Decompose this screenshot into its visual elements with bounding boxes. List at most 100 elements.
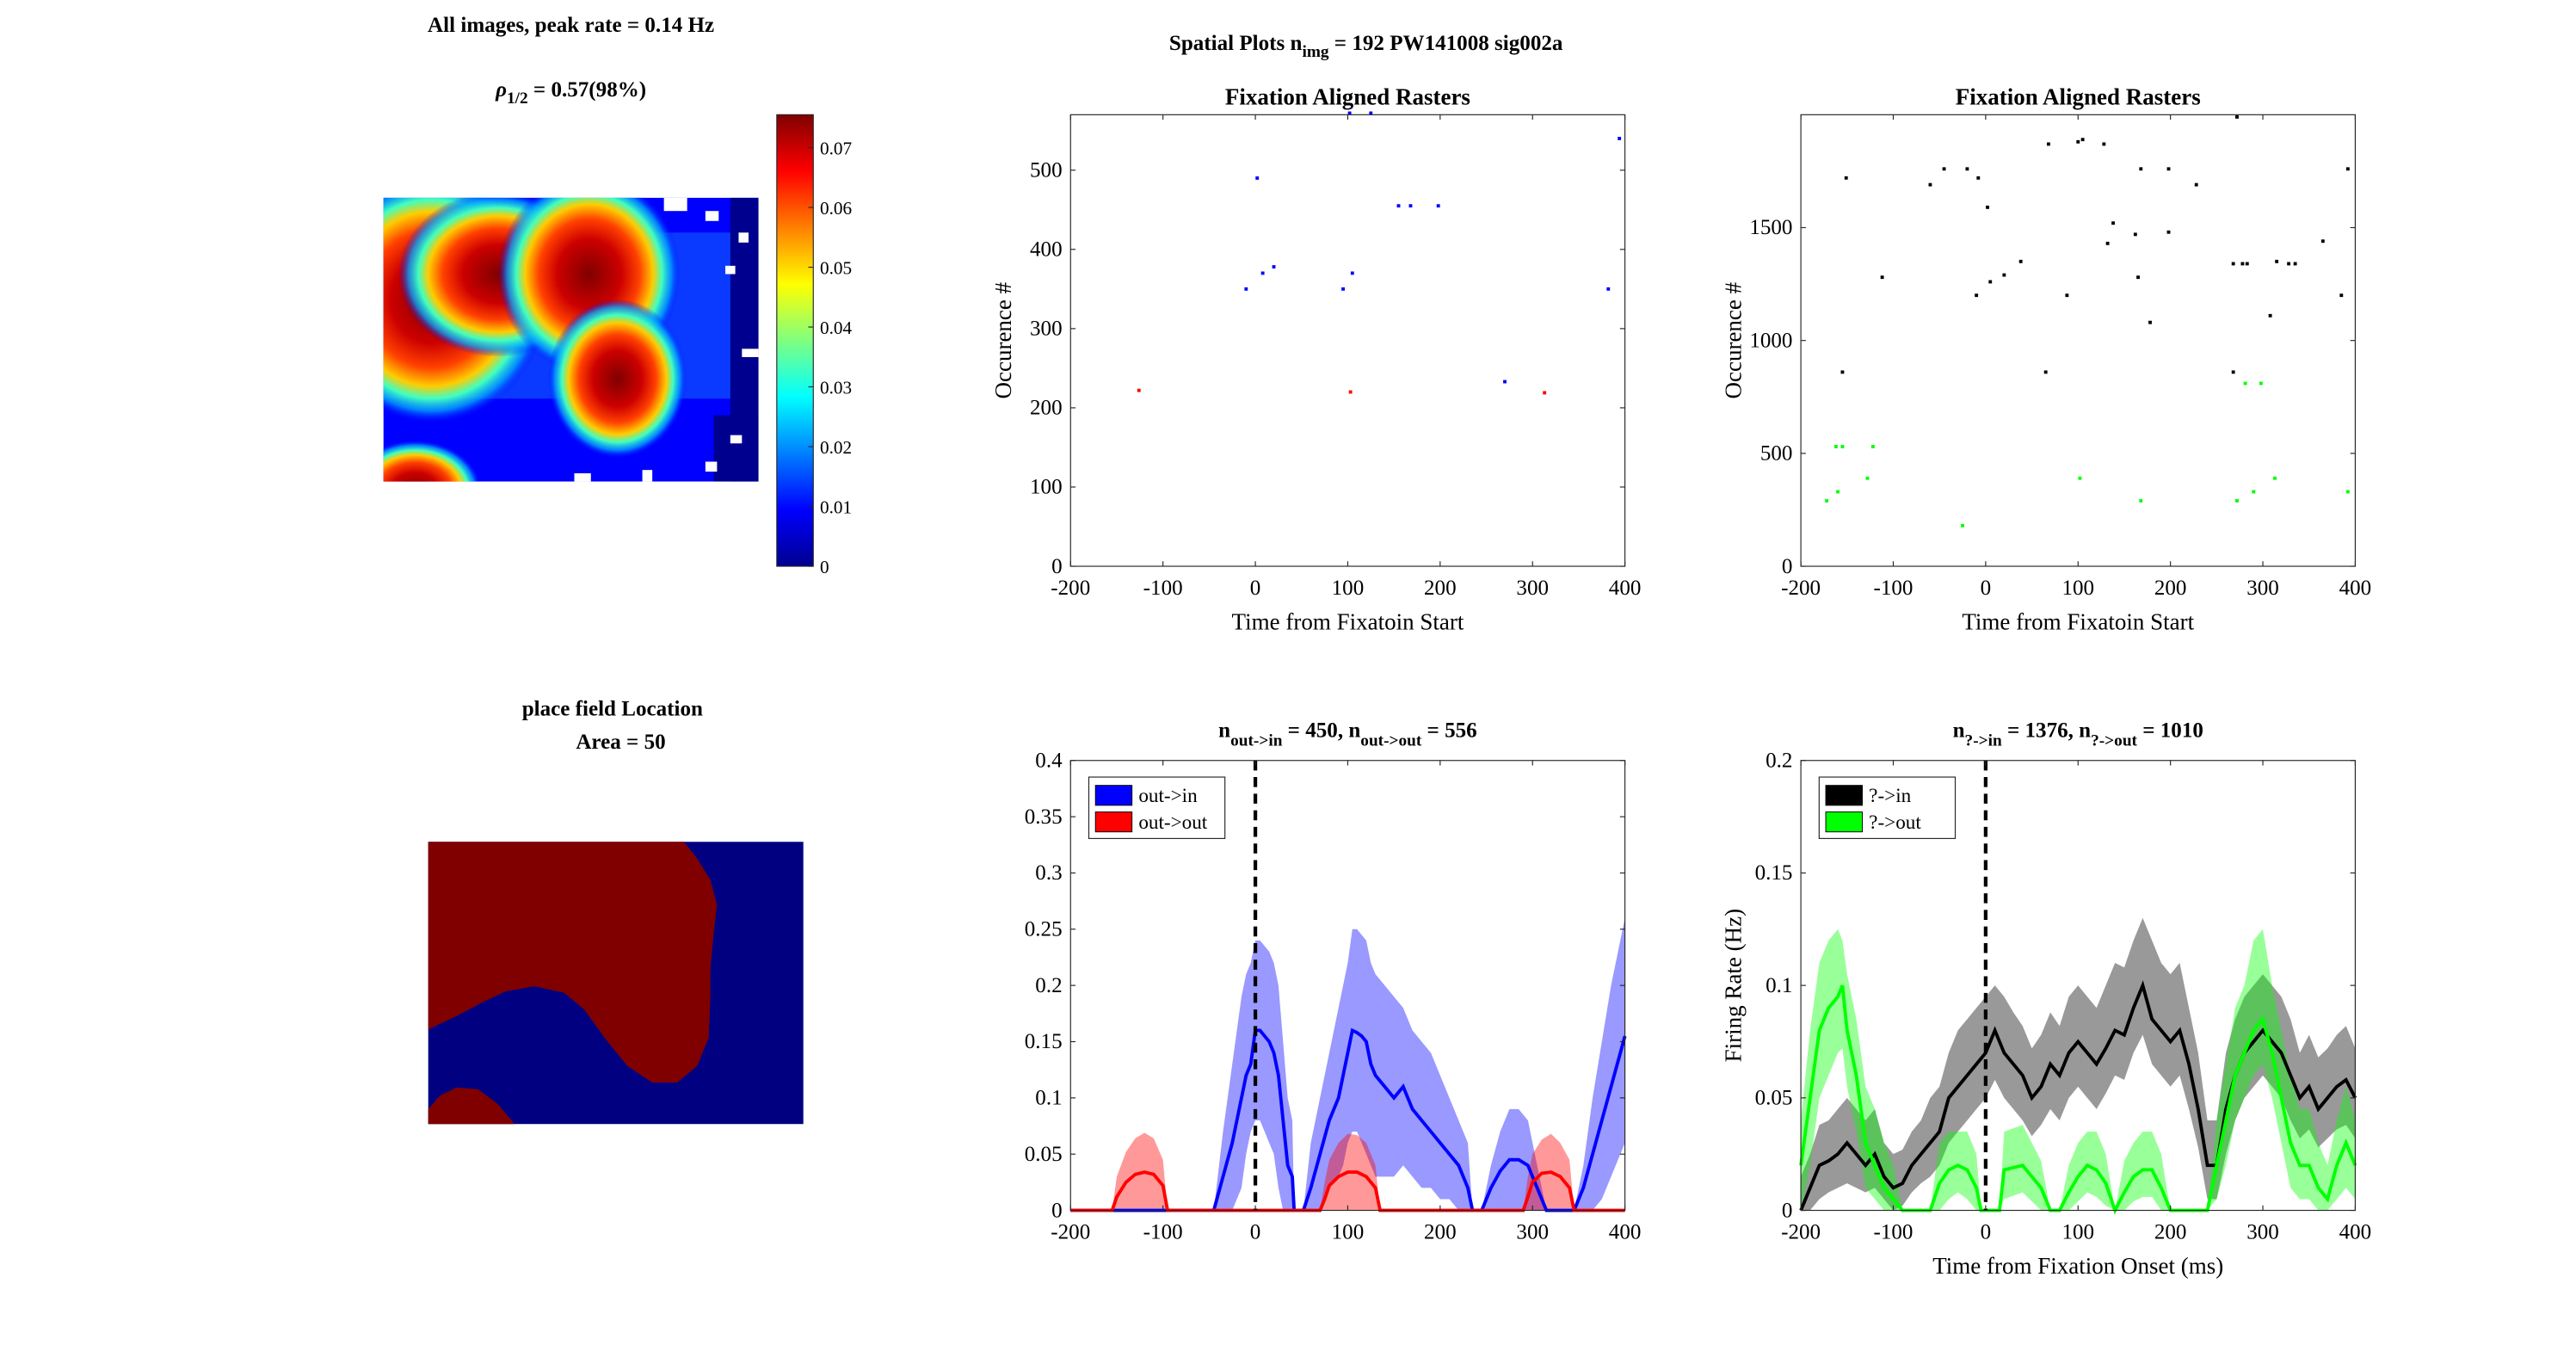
placefield-title: place field Location: [522, 698, 703, 721]
rho-sub: 1/2: [507, 89, 528, 108]
title-n1: n: [1218, 719, 1230, 743]
title-n2: n: [1348, 719, 1360, 743]
raster-point: [1350, 271, 1354, 275]
raster-point: [1942, 167, 1946, 171]
suptitle-sub: img: [1302, 43, 1328, 61]
title-n1-sub: ?->in: [1965, 731, 2002, 750]
mean-rate-line: [1799, 984, 2357, 1215]
rate-heatmap: [383, 197, 759, 482]
title-v2: = 556: [1421, 719, 1476, 743]
raster-point: [2046, 142, 2050, 146]
raster-point: [2078, 476, 2082, 480]
x-tick-label: 400: [1609, 577, 1642, 600]
x-tick-label: 400: [2339, 1220, 2372, 1243]
raster-point: [2166, 167, 2171, 171]
legend-label: ?->in: [1869, 785, 1911, 807]
raster-point: [1341, 287, 1346, 291]
raster-point: [2002, 273, 2006, 277]
legend: ?->in ?->out: [1818, 776, 1957, 839]
heatmap-rho-title: ρ1/2 = 0.57(98%): [495, 78, 646, 108]
title-n2-sub: out->out: [1360, 731, 1422, 750]
plot-content: [1825, 115, 2350, 528]
y-tick-label: 1000: [1749, 329, 1792, 352]
raster-point: [1880, 275, 1884, 280]
x-tick-label: 300: [2246, 577, 2279, 600]
legend-swatch: [1094, 785, 1133, 806]
raster-point: [1255, 176, 1260, 180]
raster-point: [2339, 293, 2344, 298]
raster-point: [2105, 241, 2110, 245]
y-tick-label: 0.05: [1025, 1143, 1063, 1166]
x-axis-label: Time from Fixation Onset (ms): [1932, 1253, 2223, 1279]
raster-point: [1244, 287, 1248, 291]
raster-point: [1986, 205, 1989, 209]
x-tick-label: 200: [2154, 577, 2187, 600]
colorbar-ticks: 0.07 0.06 0.05 0.04 0.03 0.02 0.01 0: [808, 138, 853, 577]
raster-point: [2166, 230, 2171, 234]
raster-panel-1: -200 -100 0 100 200 300 400 0 100 200 300 400 500 Tim…: [990, 84, 1642, 635]
y-axis-label: Firing Rate (Hz): [1721, 909, 1747, 1062]
raster-point: [2293, 262, 2297, 266]
raster-point: [2065, 293, 2069, 298]
legend-label: out->out: [1138, 811, 1207, 834]
raster-point: [2275, 259, 2279, 263]
legend-swatch: [1094, 811, 1133, 833]
colorbar-tick-label: 0.03: [820, 377, 852, 398]
title-n1-sub: out->in: [1230, 731, 1283, 750]
raster-point: [2243, 381, 2247, 386]
y-tick-label: 0: [1051, 555, 1063, 578]
raster-point: [1408, 204, 1413, 208]
y-axis-label: Occurence #: [990, 281, 1016, 398]
raster-point: [1369, 111, 1373, 115]
x-tick-label: -100: [1143, 577, 1183, 600]
confidence-band: [1801, 917, 2356, 1211]
raster-point: [1965, 167, 1969, 171]
figure-suptitle: Spatial Plots nimg = 192 PW141008 sig002…: [1169, 32, 1563, 61]
axes-frame: -200 -100 0 100 200 300 400 0 100 200 300 400 500 Tim…: [990, 114, 1642, 634]
raster-point: [2102, 142, 2106, 146]
colorbar-tick-label: 0.01: [820, 497, 852, 517]
y-tick-label: 200: [1030, 397, 1063, 420]
axes-title: nout->in = 450, nout->out = 556: [1218, 719, 1477, 750]
colorbar-tick-label: 0.05: [820, 257, 852, 278]
raster-point: [1975, 293, 1979, 298]
place-field-map: [428, 842, 804, 1125]
y-tick-label: 400: [1030, 238, 1063, 262]
raster-point: [2043, 370, 2048, 374]
x-tick-label: 300: [1516, 1220, 1549, 1243]
x-axis-label: Time from Fixatoin Start: [1962, 608, 2194, 634]
raster-point: [1543, 391, 1547, 395]
raster-point: [1825, 499, 1829, 503]
x-tick-label: 400: [1609, 1220, 1642, 1243]
confidence-band: [1801, 929, 2356, 1211]
raster-point: [1836, 490, 1840, 494]
raster-point: [1870, 445, 1875, 448]
confidence-band: [1070, 917, 1625, 1211]
raster-point: [2320, 239, 2325, 244]
legend-label: ?->out: [1869, 811, 1921, 834]
x-tick-label: -200: [1051, 1220, 1090, 1243]
psth-panel-1: -200 -100 0 100 200 300 400 0 0.05 0.1 0.15 0.2 0.25…: [1025, 719, 1642, 1244]
colorbar-tick-label: 0.02: [820, 437, 852, 458]
raster-point: [2136, 275, 2140, 280]
x-tick-label: 0: [1981, 577, 1992, 600]
y-tick-label: 0.1: [1766, 974, 1792, 997]
plot-content: [1070, 760, 1627, 1212]
legend-swatch: [1825, 811, 1863, 833]
y-tick-label: 500: [1760, 442, 1793, 466]
title-n2-sub: ?->out: [2091, 731, 2137, 750]
colorbar-tick-label: 0: [820, 557, 829, 577]
y-tick-label: 0.4: [1035, 749, 1063, 772]
legend: out->in out->out: [1088, 776, 1226, 839]
y-tick-label: 0.3: [1035, 861, 1062, 885]
title-n1: n: [1953, 719, 1965, 743]
raster-point: [1961, 523, 1964, 528]
colorbar-tick-label: 0.04: [820, 318, 853, 338]
y-tick-label: 0.35: [1025, 805, 1063, 829]
raster-point: [2076, 139, 2080, 144]
x-tick-label: 300: [2246, 1220, 2279, 1243]
y-tick-label: 0.2: [1035, 974, 1062, 997]
raster-point: [2148, 320, 2152, 324]
raster-point: [1840, 445, 1845, 448]
raster-point: [2268, 313, 2272, 318]
